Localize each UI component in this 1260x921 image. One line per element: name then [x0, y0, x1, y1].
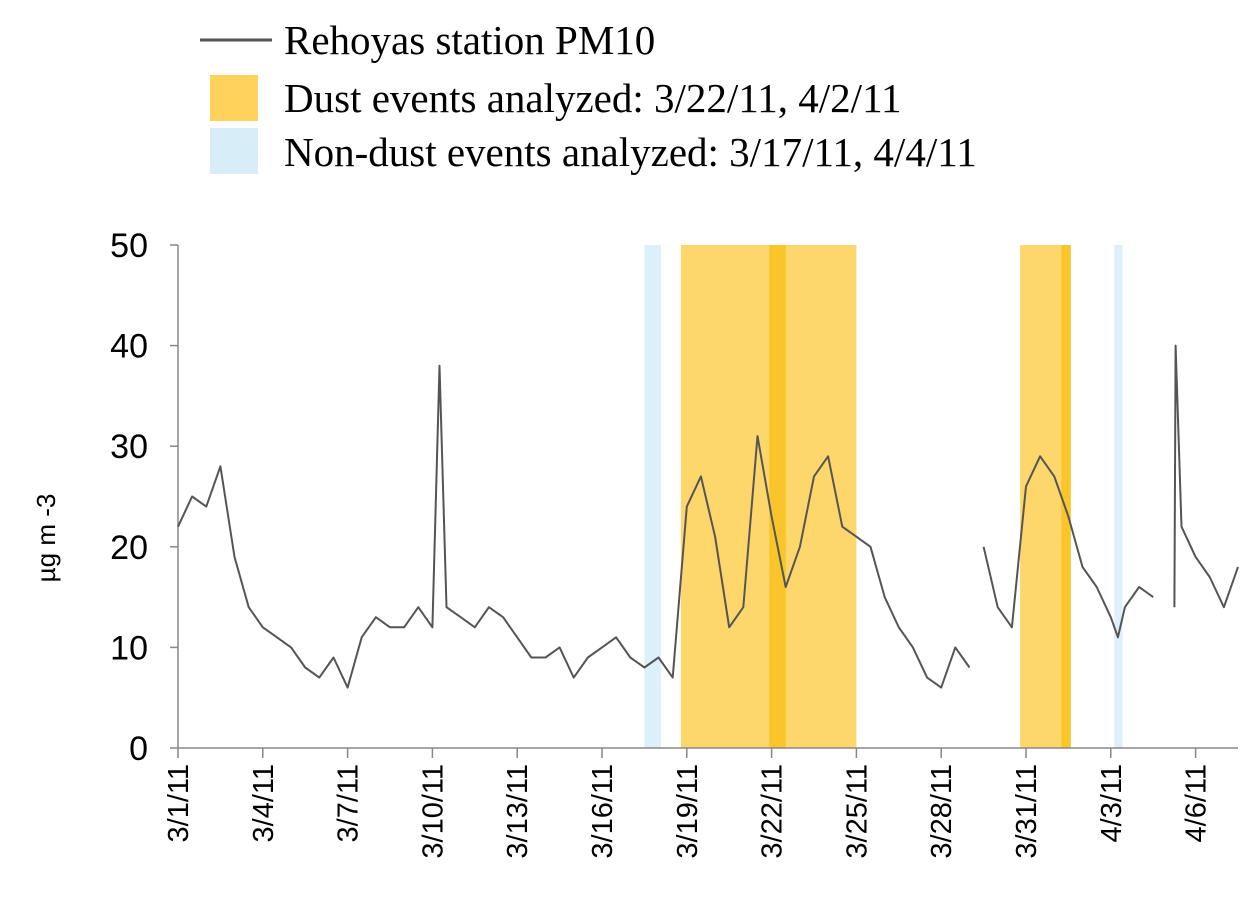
pm10-series — [177, 344, 1239, 689]
shade-dust-core-2 — [769, 245, 786, 748]
x-tick-label: 4/6/11 — [1181, 764, 1213, 842]
x-tick-label: 3/28/11 — [926, 764, 958, 859]
y-tick-label: 0 — [129, 730, 148, 768]
x-tick-label: 3/25/11 — [841, 764, 873, 859]
legend-label-non-dust: Non-dust events analyzed: 3/17/11, 4/4/1… — [284, 129, 977, 175]
x-tick-label: 3/31/11 — [1011, 764, 1043, 859]
axes — [177, 245, 1238, 749]
legend-swatch-dust — [210, 75, 258, 121]
x-tick-label: 3/22/11 — [757, 764, 789, 859]
legend-label-pm10: Rehoyas station PM10 — [284, 17, 655, 63]
series-line-segment-1 — [982, 455, 1154, 639]
y-tick-label: 40 — [110, 328, 148, 366]
x-tick-label: 3/4/11 — [248, 764, 280, 842]
x-tick-label: 3/7/11 — [333, 764, 365, 842]
y-tick-label: 20 — [110, 529, 148, 567]
x-tick-label: 3/19/11 — [672, 764, 704, 859]
y-tick-label: 10 — [110, 629, 148, 667]
event-shading — [644, 245, 1123, 748]
x-tick-label: 3/13/11 — [502, 764, 534, 859]
legend-label-dust: Dust events analyzed: 3/22/11, 4/2/11 — [284, 75, 902, 121]
series-line-segment-2 — [1173, 344, 1239, 609]
series-line-segment-0 — [177, 364, 971, 689]
y-tick-label: 30 — [110, 428, 148, 466]
y-tick-label: 50 — [110, 227, 148, 265]
x-tick-label: 3/1/11 — [163, 764, 195, 842]
x-tick-label: 3/16/11 — [587, 764, 619, 859]
shade-dust-core-4 — [1061, 245, 1071, 748]
x-tick-labels: 3/1/11 3/4/11 3/7/11 3/10/11 3/13/11 3/16/11 3… — [163, 748, 1213, 859]
y-tick-labels: 0 10 20 30 40 50 — [110, 227, 178, 768]
legend: Rehoyas station PM10 Dust events analyze… — [200, 17, 977, 175]
x-tick-label: 4/3/11 — [1096, 764, 1128, 842]
legend-swatch-non-dust — [210, 128, 258, 174]
shade-non-dust-0 — [644, 245, 661, 748]
y-axis-label: µg m -3 — [31, 494, 61, 583]
x-tick-label: 3/10/11 — [417, 764, 449, 859]
shade-non-dust-5 — [1114, 245, 1123, 748]
